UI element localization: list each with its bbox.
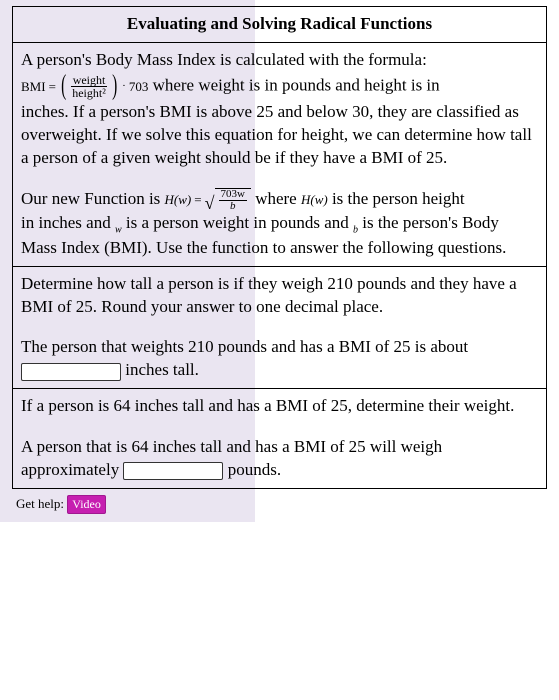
q1-answer-after: inches tall. <box>125 360 199 379</box>
our-new-function-label: Our new Function is <box>21 189 165 208</box>
q1-text: Determine how tall a person is if they w… <box>21 273 538 319</box>
after-formula-text: where weight is in pounds and height is … <box>153 75 440 94</box>
q2-answer-after: pounds. <box>228 460 281 479</box>
equals-sign: = <box>49 78 56 96</box>
q2-answer-input[interactable] <box>123 462 223 480</box>
is-person-height-text: is the person height <box>332 189 465 208</box>
weight-height-fraction: weight height² <box>70 74 108 99</box>
height-function-formula: H(w) = √ 703w b <box>165 188 251 212</box>
b-variable: b <box>353 224 358 235</box>
fraction-denominator: height² <box>70 87 108 99</box>
para3a: in inches and <box>21 213 115 232</box>
section-question-1: Determine how tall a person is if they w… <box>13 266 547 389</box>
get-help-label: Get help: <box>16 496 64 511</box>
w-variable: w <box>115 224 122 235</box>
radical-sign: √ <box>205 194 215 212</box>
where-text: where <box>255 189 301 208</box>
para3b: is a person weight in pounds and <box>126 213 353 232</box>
H-of-w: H(w) <box>165 191 192 209</box>
intro-para2: inches. If a person's BMI is above 25 an… <box>21 101 538 170</box>
page-title: Evaluating and Solving Radical Functions <box>127 14 432 33</box>
fraction-numerator: weight <box>71 74 108 87</box>
right-paren: ) <box>112 78 117 95</box>
bmi-formula: BMI = ( weight height² ) · 703 <box>21 74 148 99</box>
q2-text: If a person is 64 inches tall and has a … <box>21 395 538 418</box>
left-paren: ( <box>61 78 66 95</box>
radicand: 703w b <box>215 188 251 212</box>
radicand-fraction: 703w b <box>219 189 247 212</box>
help-row: Get help: Video <box>12 489 547 522</box>
q1-answer-before: The person that weights 210 pounds and h… <box>21 337 468 356</box>
dot-operator: · <box>122 79 126 94</box>
problem-table: Evaluating and Solving Radical Functions… <box>12 6 547 489</box>
H-of-w-2: H(w) <box>301 192 328 207</box>
video-button-label: Video <box>72 497 101 511</box>
square-root: √ 703w b <box>205 188 251 212</box>
section-intro: A person's Body Mass Index is calculated… <box>13 42 547 266</box>
section-question-2: If a person is 64 inches tall and has a … <box>13 389 547 489</box>
radicand-den: b <box>228 201 238 212</box>
intro-line: A person's Body Mass Index is calculated… <box>21 49 538 72</box>
table-header: Evaluating and Solving Radical Functions <box>13 7 547 43</box>
radicand-num: 703w <box>219 189 247 201</box>
bmi-label: BMI <box>21 78 46 96</box>
constant-703: 703 <box>129 78 149 96</box>
equals-sign-2: = <box>194 191 201 209</box>
video-button[interactable]: Video <box>67 495 106 514</box>
q1-answer-input[interactable] <box>21 363 121 381</box>
